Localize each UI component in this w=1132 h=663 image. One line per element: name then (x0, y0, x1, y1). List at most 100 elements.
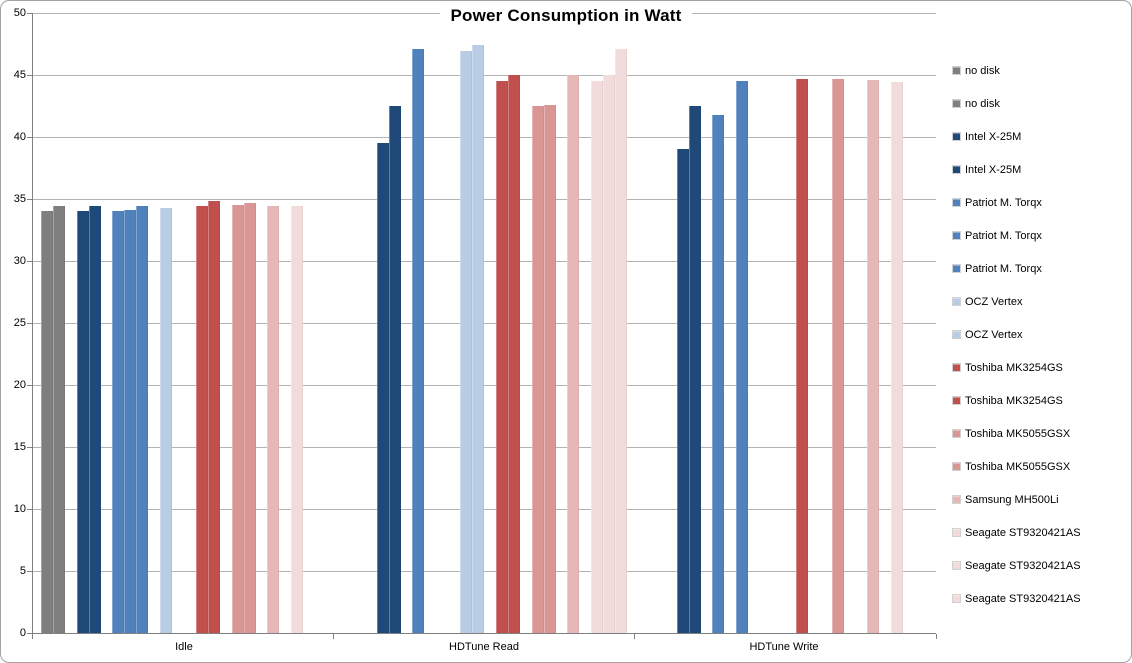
bar (507, 75, 520, 633)
legend-item: Seagate ST9320421AS (953, 549, 1081, 582)
legend-label: Seagate ST9320421AS (965, 526, 1081, 539)
legend-swatch-icon (953, 595, 960, 602)
bar (267, 206, 280, 633)
legend-label: Toshiba MK5055GSX (965, 460, 1071, 473)
bar (495, 81, 508, 633)
legend-swatch-icon (953, 463, 960, 470)
y-axis-tick (27, 75, 32, 76)
legend-item: no disk (953, 87, 1081, 120)
y-axis-tick (27, 261, 32, 262)
y-axis-tick (27, 199, 32, 200)
legend-item: Patriot M. Torqx (953, 186, 1081, 219)
y-axis-tick (27, 137, 32, 138)
legend-label: Seagate ST9320421AS (965, 559, 1081, 572)
bar (207, 201, 220, 633)
bar (543, 104, 556, 633)
legend-item: OCZ Vertex (953, 318, 1081, 351)
legend-item: Samsung MH500Li (953, 483, 1081, 516)
y-axis-tick-label: 50 (13, 7, 26, 19)
legend-item: Seagate ST9320421AS (953, 516, 1081, 549)
bar (412, 48, 425, 633)
legend-item: Toshiba MK5055GSX (953, 417, 1081, 450)
bar (795, 78, 808, 633)
bar (567, 75, 580, 633)
legend-swatch-icon (953, 67, 960, 74)
y-axis-tick (27, 13, 32, 14)
bar (712, 114, 725, 633)
bar (53, 206, 65, 633)
legend-item: Toshiba MK3254GS (953, 351, 1081, 384)
bar (112, 211, 125, 633)
legend-label: no disk (965, 64, 1000, 77)
y-axis-tick (27, 323, 32, 324)
legend-item: OCZ Vertex (953, 285, 1081, 318)
y-axis-line (32, 13, 33, 633)
y-axis-tick-label: 20 (13, 379, 26, 391)
legend-item: Toshiba MK5055GSX (953, 450, 1081, 483)
legend-swatch-icon (953, 199, 960, 206)
bar (531, 106, 544, 633)
legend-swatch-icon (953, 232, 960, 239)
chart-title: Power Consumption in Watt (440, 5, 692, 27)
bar (460, 51, 473, 633)
y-axis-tick (27, 447, 32, 448)
legend-swatch-icon (953, 331, 960, 338)
bar (136, 206, 149, 633)
bar (41, 211, 53, 633)
bar (376, 143, 389, 633)
legend-item: Toshiba MK3254GS (953, 384, 1081, 417)
y-axis-tick (27, 509, 32, 510)
bar (76, 211, 89, 633)
y-axis-tick (27, 571, 32, 572)
legend-swatch-icon (953, 265, 960, 272)
x-axis-tick (634, 634, 635, 639)
legend-item: no disk (953, 54, 1081, 87)
legend-swatch-icon (953, 562, 960, 569)
bar (602, 75, 615, 633)
legend-label: Patriot M. Torqx (965, 229, 1042, 242)
y-axis-tick-label: 45 (13, 69, 26, 81)
y-axis-tick-label: 30 (13, 255, 26, 267)
legend-swatch-icon (953, 397, 960, 404)
bar (124, 210, 137, 633)
legend-swatch-icon (953, 298, 960, 305)
y-axis-tick-label: 5 (19, 565, 26, 577)
legend-label: Patriot M. Torqx (965, 196, 1042, 209)
legend-label: Intel X-25M (965, 163, 1022, 176)
y-axis-tick-label: 25 (13, 317, 26, 329)
legend-swatch-icon (953, 430, 960, 437)
legend-label: OCZ Vertex (965, 328, 1023, 341)
legend-swatch-icon (953, 529, 960, 536)
x-axis-tick (32, 634, 33, 639)
legend-swatch-icon (953, 100, 960, 107)
bar (290, 206, 303, 633)
legend-label: Samsung MH500Li (965, 493, 1059, 506)
legend-label: OCZ Vertex (965, 295, 1023, 308)
legend-label: Patriot M. Torqx (965, 262, 1042, 275)
legend-swatch-icon (953, 133, 960, 140)
legend-swatch-icon (953, 364, 960, 371)
chart-title-row: Power Consumption in Watt (1, 5, 1131, 27)
y-axis-tick-label: 35 (13, 193, 26, 205)
bar (614, 48, 627, 633)
bar (831, 78, 844, 633)
x-axis-tick (936, 634, 937, 639)
bar (472, 45, 485, 633)
bar (243, 202, 256, 633)
bar (867, 79, 880, 633)
legend-label: Seagate ST9320421AS (965, 592, 1081, 605)
legend-item: Intel X-25M (953, 120, 1081, 153)
legend-swatch-icon (953, 166, 960, 173)
bar (890, 82, 903, 633)
x-axis-line (32, 633, 936, 634)
bar (676, 149, 689, 633)
legend-item: Intel X-25M (953, 153, 1081, 186)
bar (160, 207, 173, 633)
bar (388, 106, 401, 633)
y-axis-tick (27, 633, 32, 634)
bar (688, 106, 701, 633)
x-axis-tick (333, 634, 334, 639)
y-axis-tick-label: 15 (13, 441, 26, 453)
legend-item: Patriot M. Torqx (953, 252, 1081, 285)
